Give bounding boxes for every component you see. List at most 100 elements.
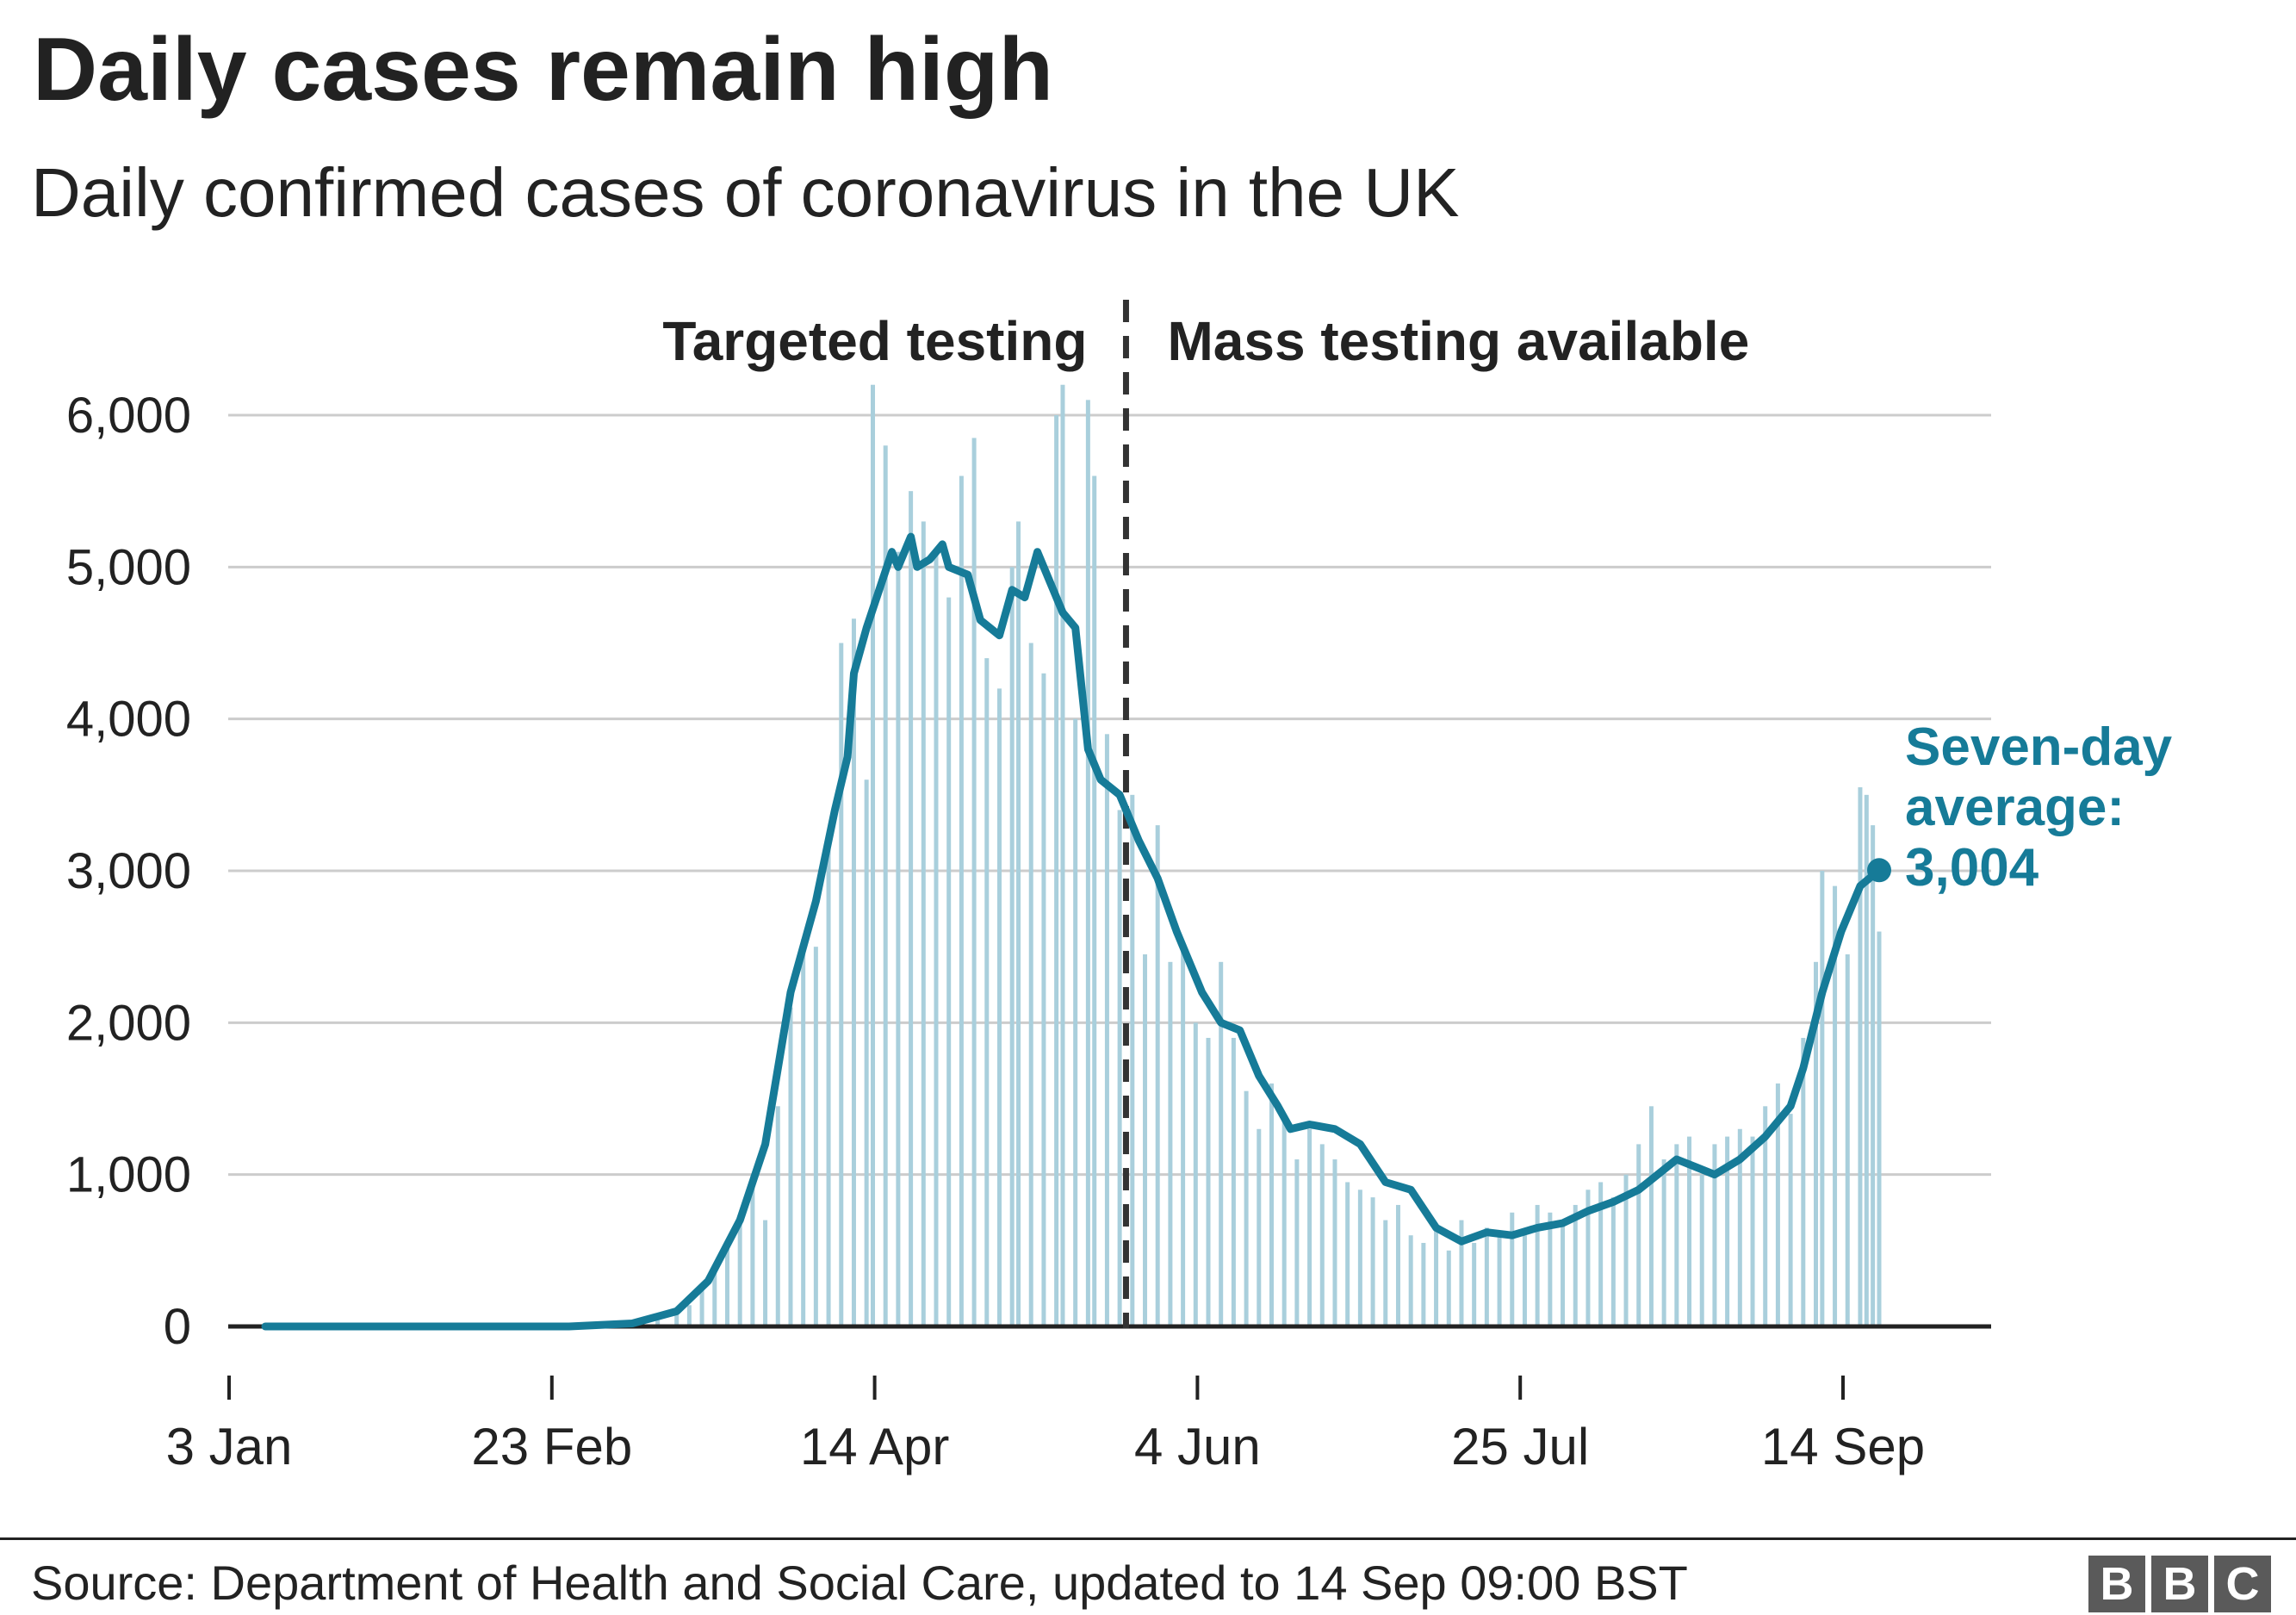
x-tick-label: 23 Feb: [471, 1418, 632, 1475]
bar: [655, 1319, 661, 1326]
y-tick-label: 2,000: [66, 995, 191, 1051]
annotation-label: 3,004: [1905, 838, 2039, 898]
bar: [1610, 1197, 1616, 1326]
bar: [1674, 1144, 1679, 1326]
bar: [921, 521, 926, 1326]
bar: [1041, 673, 1046, 1326]
bar: [864, 780, 869, 1326]
bar: [1060, 384, 1065, 1326]
bar: [1073, 718, 1078, 1326]
bar: [1446, 1250, 1451, 1326]
bar: [1623, 1174, 1629, 1326]
bar: [750, 1174, 755, 1326]
bar: [699, 1288, 704, 1326]
bar: [1661, 1159, 1666, 1326]
y-tick-label: 4,000: [66, 692, 191, 748]
bar: [934, 551, 939, 1326]
bar: [788, 1007, 793, 1326]
bar: [686, 1305, 692, 1326]
bar: [1231, 1037, 1236, 1326]
bar: [674, 1313, 679, 1326]
bar: [1598, 1182, 1604, 1326]
bar: [1561, 1220, 1566, 1326]
bar: [1712, 1144, 1717, 1326]
bar: [839, 643, 844, 1326]
bbc-logo-letter: B: [2151, 1556, 2208, 1612]
bar: [1383, 1220, 1388, 1326]
bar: [1585, 1190, 1591, 1326]
bar: [1155, 825, 1160, 1326]
x-tick-label: 14 Apr: [800, 1418, 949, 1475]
bbc-logo: B B C: [2088, 1556, 2271, 1612]
gridlines: 0 1,000 2,000 3,000 4,000 5,000 6,000: [66, 388, 1991, 1355]
bar: [1820, 871, 1825, 1326]
bar: [1648, 1106, 1654, 1326]
x-tick-label: 4 Jun: [1134, 1418, 1261, 1475]
bar: [946, 597, 952, 1326]
bar: [1833, 885, 1838, 1326]
footer-divider: [0, 1537, 2296, 1540]
bar: [1510, 1212, 1515, 1326]
bar: [1472, 1243, 1477, 1326]
region-label-targeted: Targeted testing: [662, 310, 1087, 372]
chart-subtitle: Daily confirmed cases of coronavirus in …: [31, 154, 1460, 231]
region-label-mass: Mass testing available: [1167, 310, 1749, 372]
bar: [1085, 400, 1090, 1326]
bar: [1269, 1083, 1274, 1326]
bar: [1788, 1114, 1793, 1326]
bar: [1130, 794, 1135, 1326]
bar: [971, 438, 977, 1327]
bar: [1548, 1212, 1553, 1326]
bar: [909, 491, 914, 1326]
bar: [1193, 1022, 1198, 1326]
annotation-label: Seven-day: [1905, 717, 2173, 777]
bar: [724, 1243, 729, 1326]
bar: [826, 832, 831, 1326]
bar: [1219, 961, 1224, 1326]
bar: [1750, 1136, 1755, 1326]
bar: [1117, 810, 1122, 1326]
bar: [1028, 643, 1033, 1326]
average-line: [261, 532, 1883, 1331]
x-tick-label: 14 Sep: [1761, 1418, 1925, 1475]
bar: [1357, 1190, 1362, 1326]
bar: [1858, 787, 1863, 1326]
bar: [871, 384, 876, 1326]
bar: [1737, 1128, 1742, 1326]
bar: [1814, 961, 1819, 1326]
bar: [1332, 1159, 1337, 1326]
bar: [1459, 1220, 1464, 1326]
bar: [1725, 1136, 1730, 1326]
bar: [1092, 475, 1097, 1326]
bar: [996, 688, 1002, 1326]
bar: [1016, 521, 1021, 1326]
bar: [1206, 1037, 1211, 1326]
chart-title: Daily cases remain high: [33, 20, 1053, 120]
bar: [712, 1265, 717, 1326]
daily-cases-bars: [630, 384, 1882, 1327]
bar: [883, 445, 888, 1326]
bar: [1281, 1114, 1287, 1326]
bar: [1845, 953, 1850, 1326]
chart-area: 0 1,000 2,000 3,000 4,000 5,000 6,000 3 Jan 23 …: [66, 300, 2173, 1475]
bar: [1801, 1037, 1806, 1326]
bar: [737, 1223, 742, 1326]
bar: [813, 947, 818, 1326]
bar: [1319, 1144, 1325, 1326]
bar: [1054, 415, 1059, 1326]
x-tick-label: 3 Jan: [166, 1418, 293, 1475]
bar: [896, 551, 901, 1326]
bar: [1871, 825, 1876, 1326]
annotation-label: average:: [1905, 778, 2125, 837]
y-tick-label: 0: [164, 1299, 191, 1355]
bar: [1763, 1106, 1768, 1326]
bar: [801, 939, 806, 1326]
x-axis: 3 Jan 23 Feb 14 Apr 4 Jun 25 Jul 14 Sep: [166, 1324, 1991, 1475]
bar: [1168, 961, 1173, 1326]
seven-day-average-series: [261, 532, 1883, 1331]
bbc-logo-letter: C: [2214, 1556, 2271, 1612]
bar: [775, 1106, 780, 1326]
bar: [1294, 1159, 1300, 1326]
bar: [1257, 1128, 1262, 1326]
